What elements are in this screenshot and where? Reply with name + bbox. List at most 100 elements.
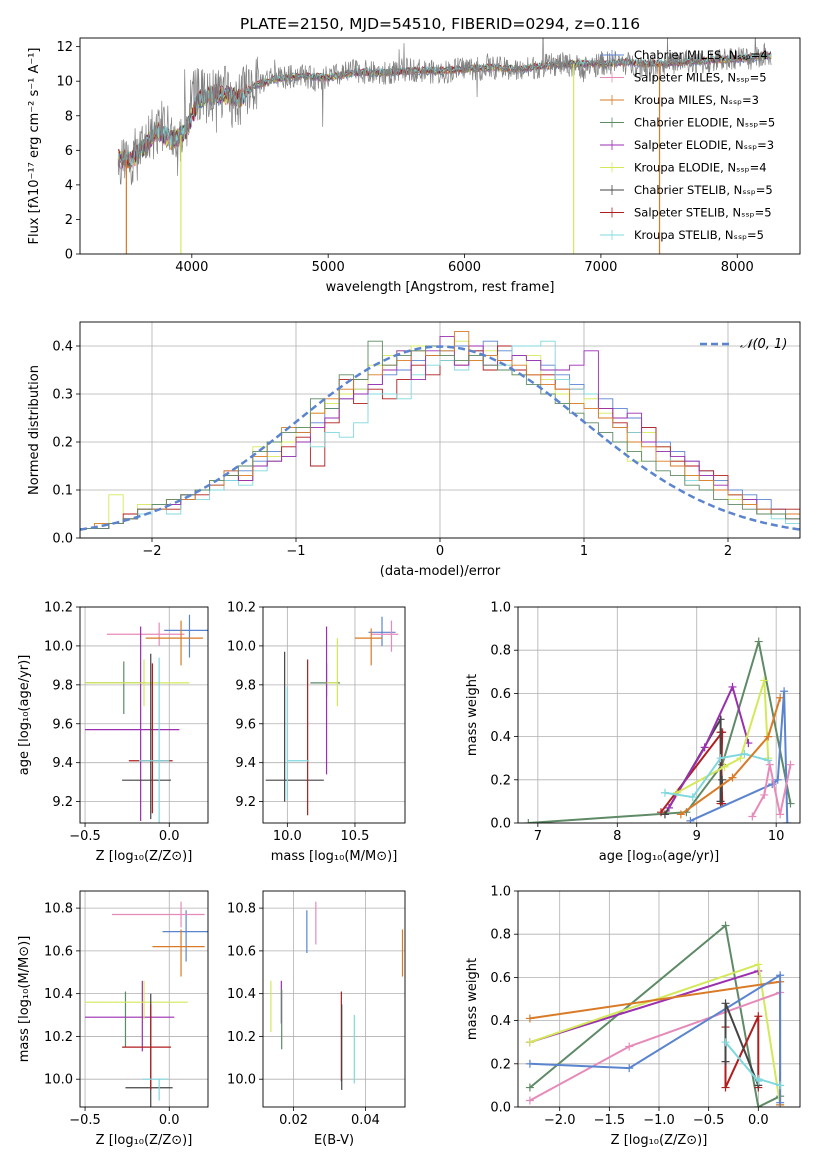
y-tick-label: 9.6 xyxy=(235,717,256,732)
legend-entry: Salpeter MILES, Nₛₛₚ=5 xyxy=(634,71,767,85)
normal-distribution-curve xyxy=(80,345,800,531)
y-tick-label: 9.4 xyxy=(52,756,73,771)
mass-weight-marker xyxy=(676,810,685,819)
y-tick-label: 8 xyxy=(65,109,73,124)
y-tick-label: 0.6 xyxy=(490,971,511,986)
mass-weight-marker xyxy=(773,775,782,784)
y-axis-label: mass weight xyxy=(465,674,480,756)
mass-weight-marker xyxy=(776,810,785,819)
y-tick-label: 10.0 xyxy=(44,639,73,654)
y-tick-label: 10.4 xyxy=(227,987,256,1002)
spectrum-legend: Chabrier MILES, Nₛₛₚ=4 Salpeter MILES, Nₛ… xyxy=(600,48,775,242)
legend-entry: Chabrier STELIB, Nₛₛₚ=5 xyxy=(634,183,773,197)
y-tick-label: 1.0 xyxy=(490,885,511,900)
mass-weight-marker xyxy=(765,760,774,769)
y-tick-label: 9.2 xyxy=(235,795,256,810)
mass-weight-marker xyxy=(780,687,789,696)
plot-area xyxy=(80,331,800,538)
mass-weight-marker xyxy=(525,1096,534,1105)
y-tick-label: 0.4 xyxy=(52,340,73,355)
mass-weight-marker xyxy=(700,743,709,752)
x-tick-label: 0.0 xyxy=(159,1113,180,1128)
y-tick-label: 0.2 xyxy=(490,773,511,788)
y-tick-label: 0 xyxy=(65,248,73,263)
x-tick-label: 10.5 xyxy=(340,829,369,844)
mass-weight-marker xyxy=(721,1083,730,1092)
y-tick-label: 0.8 xyxy=(490,928,511,943)
mass-weight-marker xyxy=(625,1064,634,1073)
mass-weight-line xyxy=(680,697,782,816)
y-tick-label: 9.8 xyxy=(52,678,73,693)
y-tick-label: 10.2 xyxy=(227,1030,256,1045)
x-tick-label: 2 xyxy=(724,544,732,559)
y-tick-label: 10.0 xyxy=(227,639,256,654)
x-tick-label: 8 xyxy=(613,829,621,844)
x-axis-label: Z [log₁₀(Z/Z⊙)] xyxy=(96,1133,193,1148)
legend-entry: Kroupa STELIB, Nₛₛₚ=5 xyxy=(634,228,764,242)
mass-weight-marker xyxy=(718,775,727,784)
plot-area xyxy=(270,901,404,1090)
mass-weight-marker xyxy=(754,1103,763,1107)
y-tick-label: 10.4 xyxy=(44,987,73,1002)
y-tick-label: 0.0 xyxy=(490,1101,511,1116)
mass-weight-marker xyxy=(721,999,730,1008)
mass-weight-marker xyxy=(754,1074,763,1083)
x-axis-label: Z [log₁₀(Z/Z⊙)] xyxy=(611,1133,708,1148)
chart-age_vs_Z: −0.5 0.0 9.2 9.4 9.6 9.8 10.0 10.2 Z [log₁₀(Z/Z⊙… xyxy=(17,601,209,864)
data-spectrum-line xyxy=(117,38,772,186)
mass-weight-marker xyxy=(721,1038,730,1047)
plot-area xyxy=(117,38,772,254)
mass-weight-marker xyxy=(525,1083,534,1092)
x-axis-label: Z [log₁₀(Z/Z⊙)] xyxy=(96,849,193,864)
y-tick-label: 10.2 xyxy=(44,1030,73,1045)
mass-weight-marker xyxy=(721,1057,730,1066)
x-tick-label: 6000 xyxy=(448,260,481,275)
x-axis-label: mass [log₁₀(M/M⊙)] xyxy=(271,849,398,864)
x-axis-label: wavelength [Angstrom, rest frame] xyxy=(326,280,555,295)
y-tick-label: 10.0 xyxy=(227,1073,256,1088)
y-tick-label: 0.3 xyxy=(52,388,73,403)
axes-frame xyxy=(79,606,209,824)
axes-frame xyxy=(79,890,209,1108)
mass-weight-marker xyxy=(764,732,773,741)
plot-area xyxy=(525,921,785,1107)
legend-entry: Chabrier MILES, Nₛₛₚ=4 xyxy=(634,48,768,62)
x-tick-label: 0.04 xyxy=(351,1113,380,1128)
plot-area xyxy=(85,901,208,1107)
mass-weight-line xyxy=(529,923,781,1107)
mass-weight-marker xyxy=(660,788,669,797)
x-tick-label: −0.5 xyxy=(69,1113,101,1128)
plot-area xyxy=(85,614,208,823)
mass-weight-marker xyxy=(776,1098,785,1107)
mass-weight-line xyxy=(529,980,782,1105)
axes-frame xyxy=(79,321,801,539)
mass-weight-marker xyxy=(783,819,792,823)
legend-entry: Kroupa MILES, Nₛₛₚ=3 xyxy=(634,93,759,107)
plot-area xyxy=(265,616,399,816)
mass-weight-marker xyxy=(754,960,763,969)
chart-spectrum: 4000 5000 6000 7000 8000 0 2 4 6 8 10 12 wavelength … xyxy=(27,37,801,295)
y-tick-label: 9.6 xyxy=(52,717,73,732)
legend-entry: Kroupa ELODIE, Nₛₛₚ=4 xyxy=(634,161,767,175)
y-tick-label: 0.4 xyxy=(490,730,511,745)
axes-frame xyxy=(79,37,801,255)
y-tick-label: 10 xyxy=(56,75,73,90)
x-tick-label: −1.5 xyxy=(594,1113,626,1128)
mass-weight-marker xyxy=(754,1012,763,1021)
axes-frame xyxy=(517,890,801,1108)
x-tick-label: 0.0 xyxy=(748,1113,769,1128)
mass-weight-marker xyxy=(660,810,669,819)
y-tick-label: 1.0 xyxy=(490,601,511,616)
mass-weight-marker xyxy=(524,819,533,823)
mass-weight-marker xyxy=(764,756,773,765)
x-tick-label: 9 xyxy=(693,829,701,844)
residual-histogram xyxy=(80,331,800,538)
chart-residuals: −2 −1 0 1 2 0.0 0.1 0.2 0.3 0.4 (data-model)/error… xyxy=(27,321,801,579)
y-axis-label: mass [log₁₀(M/M⊙)] xyxy=(17,936,32,1063)
x-tick-label: 0.0 xyxy=(159,829,180,844)
x-tick-label: 10 xyxy=(768,829,785,844)
x-tick-label: −0.5 xyxy=(69,829,101,844)
x-axis-label: (data-model)/error xyxy=(380,564,501,579)
mass-weight-marker xyxy=(728,773,737,782)
